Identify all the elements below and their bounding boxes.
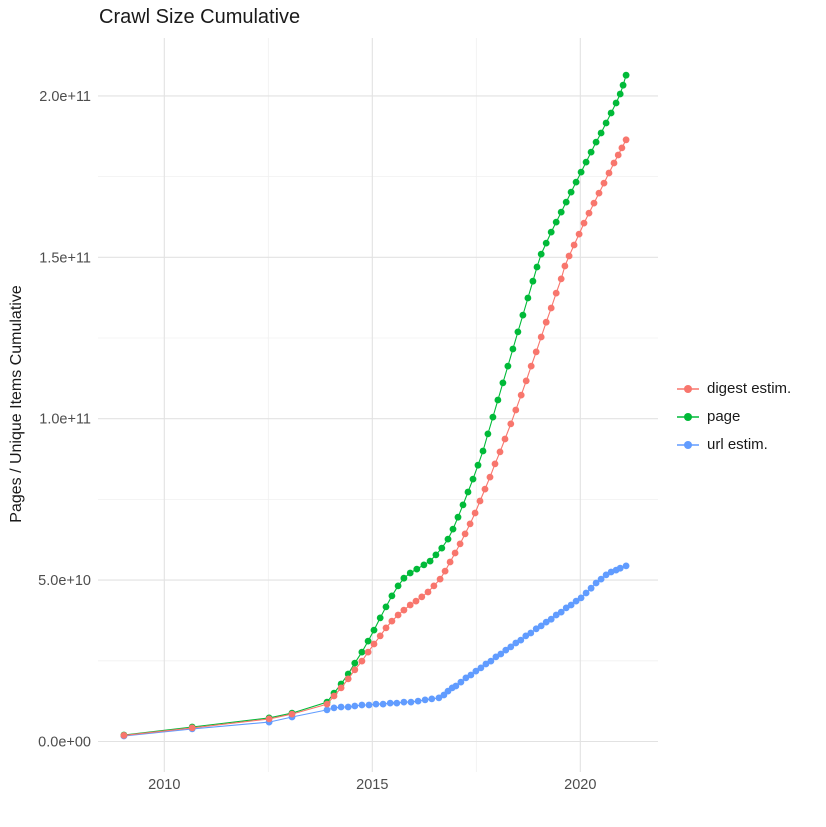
series-points-digest-estim — [120, 136, 630, 739]
x-tick-label: 2010 — [148, 777, 180, 793]
legend-label-page: page — [707, 408, 741, 425]
y-tick-label: 0.0e+00 — [38, 735, 91, 751]
y-axis-tick-labels: 0.0e+00 5.0e+10 1.0e+11 1.5e+11 2.0e+11 — [38, 89, 91, 751]
legend: digest estim. page url estim. — [676, 380, 791, 453]
x-tick-label: 2015 — [356, 777, 388, 793]
x-tick-label: 2020 — [564, 777, 596, 793]
x-axis-tick-labels: 2010 2015 2020 — [148, 777, 596, 793]
series-digest-estim — [120, 136, 630, 739]
legend-label-digest-estim: digest estim. — [707, 380, 792, 397]
gridlines-minor — [98, 38, 658, 772]
legend-item-digest-estim: digest estim. — [676, 380, 791, 397]
gridlines-major — [98, 38, 658, 772]
y-tick-label: 1.0e+11 — [39, 412, 91, 428]
y-tick-label: 5.0e+10 — [38, 573, 91, 589]
page-title: Crawl Size Cumulative — [99, 6, 301, 28]
legend-label-url-estim: url estim. — [707, 436, 768, 453]
panel-background — [98, 38, 658, 772]
series-url-estim — [120, 562, 630, 740]
legend-key-page-icon — [677, 412, 699, 421]
y-tick-label: 2.0e+11 — [39, 89, 91, 105]
legend-item-page: page — [676, 408, 791, 425]
legend-key-url-estim-icon — [677, 440, 699, 449]
series-points-url-estim — [120, 562, 630, 740]
legend-key-digest-estim-icon — [677, 384, 699, 393]
y-tick-label: 1.5e+11 — [39, 250, 91, 266]
y-axis-title: Pages / Unique Items Cumulative — [8, 285, 25, 523]
legend-item-url-estim: url estim. — [676, 436, 791, 453]
